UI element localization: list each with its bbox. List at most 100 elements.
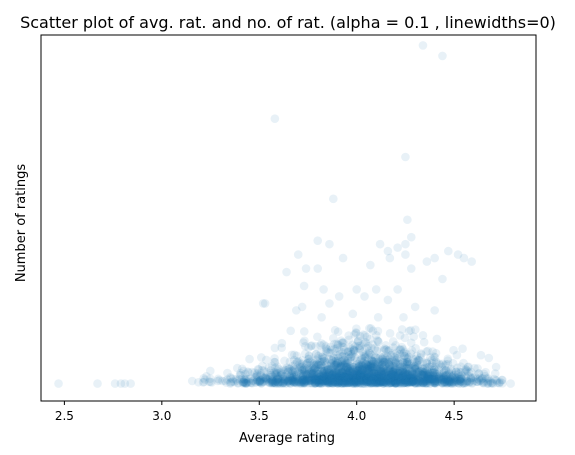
scatter-point [387,378,396,387]
scatter-point [279,367,288,376]
scatter-point [351,376,361,385]
scatter-point [339,378,349,387]
scatter-point [332,339,341,349]
scatter-point [321,368,331,378]
scatter-point [338,370,348,380]
scatter-point [400,347,409,357]
scatter-point [382,373,392,383]
scatter-point [252,369,262,378]
scatter-point [338,368,348,377]
scatter-point [361,374,371,383]
scatter-point [430,378,439,387]
scatter-point [472,377,481,387]
scatter-point [403,377,413,386]
scatter-point [418,364,428,374]
scatter-point [467,379,477,388]
scatter-point [448,377,458,387]
scatter-point [339,368,349,377]
scatter-point [399,360,408,370]
scatter-point [345,356,355,366]
scatter-point [433,375,443,384]
scatter-point [374,371,383,381]
scatter-point [396,377,406,387]
scatter-point [270,378,279,387]
scatter-point [377,369,386,379]
scatter-point [404,373,414,382]
scatter-point [364,367,373,377]
scatter-point [376,367,386,376]
scatter-point [335,362,344,372]
scatter-point [408,373,418,383]
scatter-point [376,367,386,376]
scatter-point [276,367,286,377]
scatter-point [330,378,340,388]
scatter-point [330,376,339,386]
scatter-point [401,368,410,378]
scatter-point [214,376,224,385]
scatter-point [459,377,469,386]
scatter-point [334,365,344,375]
scatter-point [297,366,307,376]
scatter-point [360,356,370,366]
scatter-point [432,334,442,344]
scatter-point [456,377,466,386]
scatter-point [380,375,389,385]
scatter-point [350,377,359,386]
scatter-point [429,367,438,377]
scatter-point [354,373,363,382]
scatter-point [307,372,317,382]
scatter-point [337,378,346,388]
scatter-point [366,374,375,383]
scatter-point [384,367,393,376]
scatter-point [398,367,408,377]
scatter-point [252,371,262,381]
scatter-point [456,362,466,371]
scatter-point [415,366,424,376]
scatter-point [390,371,399,381]
scatter-point [400,351,409,361]
scatter-point [424,374,434,384]
scatter-point [391,358,401,368]
scatter-point [291,378,301,387]
scatter-point [238,379,248,388]
scatter-point [322,368,332,378]
scatter-point [408,375,417,384]
scatter-point [276,378,285,387]
scatter-point [308,375,318,384]
scatter-point [380,365,389,375]
scatter-point [397,365,407,375]
scatter-point [333,351,342,360]
scatter-point [338,368,347,378]
scatter-point [360,331,370,340]
scatter-point [231,375,241,384]
scatter-point [314,375,323,385]
scatter-point [380,360,390,370]
scatter-point [399,372,409,382]
scatter-point [346,353,356,363]
scatter-point [335,357,345,366]
scatter-point [357,376,367,386]
scatter-point [378,363,388,372]
scatter-point [325,377,334,386]
scatter-point [324,366,333,376]
scatter-point [432,377,442,386]
scatter-point [414,376,423,386]
scatter-point [297,359,307,369]
scatter-point [349,345,359,355]
scatter-point [350,374,360,384]
scatter-point [307,365,316,374]
scatter-point [319,366,329,376]
scatter-point [434,369,444,379]
scatter-point [328,369,337,379]
scatter-point [399,375,408,385]
scatter-point [341,374,350,383]
scatter-point [344,377,354,387]
scatter-point [394,371,404,380]
scatter-point [319,285,328,294]
scatter-point [400,376,410,386]
scatter-point [357,372,366,382]
scatter-point [325,375,334,384]
scatter-point [429,375,438,385]
scatter-point [445,377,454,387]
